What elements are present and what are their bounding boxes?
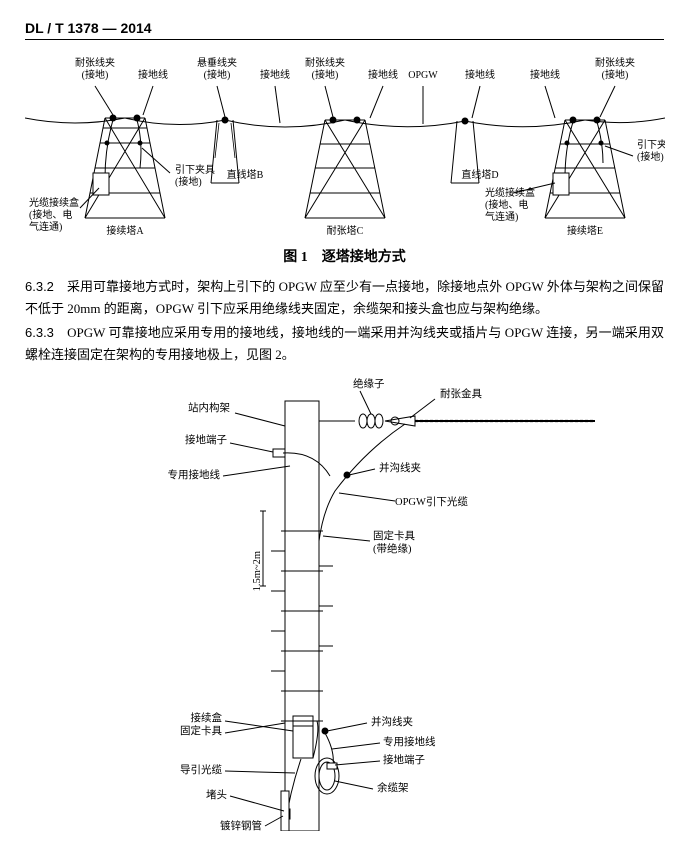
para-633-text: OPGW 可靠接地应采用专用的接地线，接地线的一端采用并沟线夹或插片与 OPGW… [25, 325, 664, 362]
section-num-633: 6.3.3 [25, 325, 54, 340]
label-nz2: 耐张线夹 [305, 56, 345, 69]
label-dt: 堵头 [206, 788, 227, 801]
label-ylj: 余缆架 [377, 781, 409, 794]
label-jdx2: 接地线 [260, 68, 290, 81]
label-gljxhR2: (接地、电 [485, 198, 528, 211]
label-towerC: 耐张塔C [327, 224, 364, 237]
label-dim: 1.5m~2m [252, 551, 263, 591]
label-gljxh: 光缆接续盒 [29, 196, 79, 209]
label-nz1: 耐张线夹 [75, 56, 115, 69]
label-gljxh3: 气连通) [29, 220, 62, 233]
label-dxgg: 镀锌钢管 [220, 819, 262, 831]
label-gljxh2: (接地、电 [29, 208, 72, 221]
label-jdx1: 接地线 [138, 68, 168, 81]
label-ydgl: 导引光缆 [180, 763, 222, 776]
label-jdx4: 接地线 [465, 68, 495, 81]
label-bgxj: 并沟线夹 [379, 461, 421, 474]
label-jxh: 接续盒 [190, 711, 222, 724]
figure-1: 耐张线夹 (接地) 接地线 悬垂线夹 (接地) 接地线 耐张线夹 (接地) 接地… [25, 48, 664, 266]
label-gdkj: 固定卡具 [373, 529, 415, 542]
label-yxjj2: 引下夹具 [637, 138, 665, 151]
label-opgwyx: OPGW引下光缆 [395, 495, 468, 508]
label-zngj: 站内构架 [188, 401, 230, 414]
label-gdkjb: (带绝缘) [373, 542, 412, 555]
label-nzjj: 耐张金具 [440, 387, 482, 400]
label-towerE: 接续塔E [567, 224, 603, 237]
label-jddz2: 接地端子 [383, 753, 425, 766]
label-xc: 悬垂线夹 [197, 56, 237, 69]
label-opgw: OPGW [408, 70, 438, 81]
label-zyjdx2: 专用接地线 [383, 735, 436, 748]
para-6-3-2: 6.3.2 采用可靠接地方式时，架构上引下的 OPGW 应至少有一点接地，除接地… [25, 276, 664, 320]
label-gdkj2: 固定卡具 [180, 724, 222, 737]
label-towerD: 直线塔D [461, 168, 498, 181]
label-yxjj: 引下夹具 [175, 163, 215, 176]
label-nz2b: (接地) [312, 68, 339, 81]
label-xcb: (接地) [204, 68, 231, 81]
label-jyz: 绝缘子 [353, 377, 385, 390]
label-nz1b: (接地) [82, 68, 109, 81]
label-nz3b: (接地) [602, 68, 629, 81]
label-yxjjb: (接地) [175, 175, 202, 188]
label-zyjdx: 专用接地线 [167, 468, 220, 481]
standard-header: DL / T 1378 — 2014 [25, 20, 664, 40]
label-bgxj2: 并沟线夹 [371, 715, 413, 728]
label-towerB: 直线塔B [227, 168, 264, 181]
para-6-3-3: 6.3.3 OPGW 可靠接地应采用专用的接地线，接地线的一端采用并沟线夹或插片… [25, 322, 664, 366]
para-632-text: 采用可靠接地方式时，架构上引下的 OPGW 应至少有一点接地，除接地点外 OPG… [25, 279, 664, 316]
label-yxjj2b: (接地) [637, 150, 664, 163]
label-jdx3: 接地线 [368, 68, 398, 81]
label-towerA: 接续塔A [106, 224, 144, 237]
label-gljxhR3: 气连通) [485, 210, 518, 223]
label-jddz: 接地端子 [185, 433, 227, 446]
label-jdx5: 接地线 [530, 68, 560, 81]
label-gljxhR: 光缆接续盒 [485, 186, 535, 199]
figure-2: 绝缘子 耐张金具 站内构架 接地端子 专用接地线 并沟线夹 OPGW引下光缆 固… [25, 371, 664, 835]
label-nz3: 耐张线夹 [595, 56, 635, 69]
section-num-632: 6.3.2 [25, 279, 54, 294]
figure-1-caption: 图 1 逐塔接地方式 [25, 246, 664, 266]
